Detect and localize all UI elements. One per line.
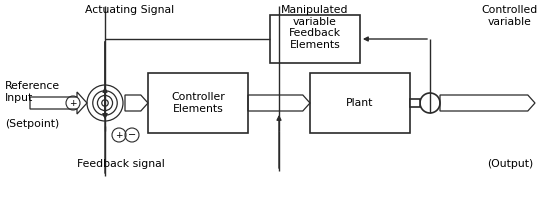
Text: Controller
Elements: Controller Elements [171,92,225,114]
Text: Actuating Signal: Actuating Signal [86,5,175,15]
FancyBboxPatch shape [270,15,360,63]
FancyBboxPatch shape [310,73,410,133]
Text: Feedback signal: Feedback signal [78,159,165,169]
Text: Manipulated
variable: Manipulated variable [281,5,349,27]
FancyBboxPatch shape [148,73,248,133]
Text: +: + [115,130,122,139]
Text: (Output): (Output) [487,159,533,169]
Text: (Setpoint): (Setpoint) [5,119,59,129]
Text: Reference
Input: Reference Input [5,81,60,103]
Text: Controlled
variable: Controlled variable [482,5,538,27]
Text: Feedback
Elements: Feedback Elements [289,28,341,50]
Text: −: − [128,130,136,140]
Text: +: + [69,99,77,107]
Text: Plant: Plant [346,98,373,108]
FancyBboxPatch shape [410,99,420,107]
